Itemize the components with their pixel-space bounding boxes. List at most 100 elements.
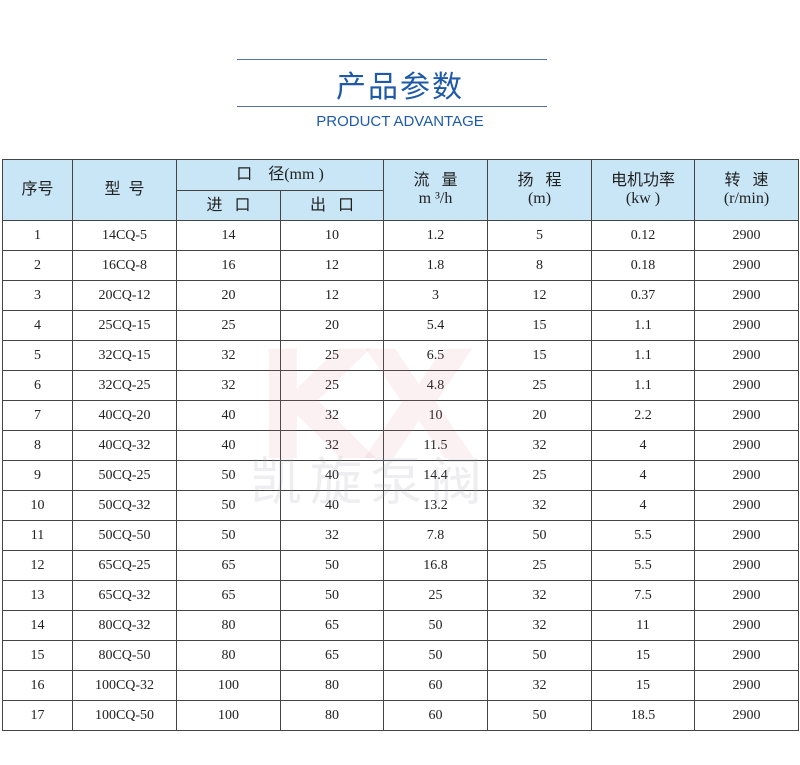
- table-cell: 16: [176, 250, 281, 281]
- table-row: 11 50CQ-50 50 32 7.8 50 5.5 2900: [2, 520, 799, 551]
- page-subtitle: PRODUCT ADVANTAGE: [316, 113, 484, 130]
- table-cell: 32: [487, 430, 592, 461]
- header-inlet: 进 口: [176, 190, 281, 221]
- table-cell: 15: [591, 670, 695, 701]
- table-cell: 20: [280, 310, 384, 341]
- table-cell: 2900: [694, 430, 799, 461]
- table-cell: 4: [2, 310, 73, 341]
- table-cell: 65: [280, 640, 384, 671]
- table-cell: 12: [280, 280, 384, 311]
- table-cell: 100CQ-32: [72, 670, 177, 701]
- table-cell: 50: [176, 520, 281, 551]
- table-cell: 2900: [694, 520, 799, 551]
- table-cell: 20: [176, 280, 281, 311]
- table-cell: 50CQ-50: [72, 520, 177, 551]
- table-cell: 3: [383, 280, 488, 311]
- table-cell: 1.2: [383, 220, 488, 251]
- table-cell: 50CQ-32: [72, 490, 177, 521]
- table-cell: 40CQ-20: [72, 400, 177, 431]
- table-row: 15 80CQ-50 80 65 50 50 15 2900: [2, 640, 799, 671]
- table-cell: 15: [487, 340, 592, 371]
- table-cell: 50: [487, 700, 592, 731]
- table-cell: 50: [487, 520, 592, 551]
- table-cell: 32CQ-15: [72, 340, 177, 371]
- header-outlet: 出 口: [280, 190, 384, 221]
- table-cell: 25: [383, 580, 488, 611]
- title-bottom-divider: [237, 106, 547, 107]
- table-cell: 2900: [694, 220, 799, 251]
- table-cell: 7.8: [383, 520, 488, 551]
- header-head: 扬 程 (m): [487, 159, 592, 221]
- table-cell: 14CQ-5: [72, 220, 177, 251]
- table-cell: 15: [591, 640, 695, 671]
- table-cell: 65CQ-25: [72, 550, 177, 581]
- table-cell: 25: [280, 370, 384, 401]
- table-row: 6 32CQ-25 32 25 4.8 25 1.1 2900: [2, 370, 799, 401]
- table-cell: 60: [383, 700, 488, 731]
- table-cell: 2900: [694, 280, 799, 311]
- table-cell: 2900: [694, 460, 799, 491]
- table-cell: 25: [176, 310, 281, 341]
- table-row: 7 40CQ-20 40 32 10 20 2.2 2900: [2, 400, 799, 431]
- table-cell: 2900: [694, 310, 799, 341]
- table-cell: 40: [280, 460, 384, 491]
- table-row: 10 50CQ-32 50 40 13.2 32 4 2900: [2, 490, 799, 521]
- table-cell: 80: [176, 610, 281, 641]
- table-cell: 32: [487, 580, 592, 611]
- table-cell: 9: [2, 460, 73, 491]
- table-cell: 25: [280, 340, 384, 371]
- table-cell: 12: [2, 550, 73, 581]
- table-cell: 10: [2, 490, 73, 521]
- table-cell: 50: [487, 640, 592, 671]
- table-row: 14 80CQ-32 80 65 50 32 11 2900: [2, 610, 799, 641]
- table-cell: 5.5: [591, 550, 695, 581]
- table-row: 1 14CQ-5 14 10 1.2 5 0.12 2900: [2, 220, 799, 251]
- table-cell: 2900: [694, 550, 799, 581]
- table-cell: 1.1: [591, 310, 695, 341]
- table-cell: 11.5: [383, 430, 488, 461]
- table-cell: 40CQ-32: [72, 430, 177, 461]
- header-speed: 转 速 (r/min): [694, 159, 799, 221]
- table-cell: 50: [383, 610, 488, 641]
- table-cell: 13.2: [383, 490, 488, 521]
- table-cell: 80CQ-32: [72, 610, 177, 641]
- table-cell: 6.5: [383, 340, 488, 371]
- table-cell: 1.8: [383, 250, 488, 281]
- table-cell: 50: [280, 580, 384, 611]
- table-cell: 5: [487, 220, 592, 251]
- table-cell: 0.37: [591, 280, 695, 311]
- table-cell: 80: [280, 670, 384, 701]
- header-no: 序号: [2, 159, 73, 221]
- table-cell: 80: [176, 640, 281, 671]
- table-cell: 1.1: [591, 370, 695, 401]
- table-cell: 10: [383, 400, 488, 431]
- table-row: 8 40CQ-32 40 32 11.5 32 4 2900: [2, 430, 799, 461]
- table-cell: 2900: [694, 670, 799, 701]
- table-cell: 50CQ-25: [72, 460, 177, 491]
- table-cell: 14.4: [383, 460, 488, 491]
- table-cell: 32: [176, 370, 281, 401]
- table-cell: 15: [487, 310, 592, 341]
- table-row: 16 100CQ-32 100 80 60 32 15 2900: [2, 670, 799, 701]
- table-cell: 25CQ-15: [72, 310, 177, 341]
- table-cell: 13: [2, 580, 73, 611]
- table-cell: 1.1: [591, 340, 695, 371]
- table-cell: 50: [176, 460, 281, 491]
- table-cell: 100: [176, 700, 281, 731]
- table-cell: 40: [176, 430, 281, 461]
- table-cell: 5: [2, 340, 73, 371]
- table-cell: 80CQ-50: [72, 640, 177, 671]
- header-diameter: 口 径(mm ): [176, 159, 384, 191]
- header-power: 电机功率 (kw ): [591, 159, 695, 221]
- table-cell: 50: [176, 490, 281, 521]
- table-cell: 2900: [694, 640, 799, 671]
- table-row: 17 100CQ-50 100 80 60 50 18.5 2900: [2, 700, 799, 731]
- table-cell: 2.2: [591, 400, 695, 431]
- table-cell: 4.8: [383, 370, 488, 401]
- table-cell: 32: [176, 340, 281, 371]
- table-cell: 65CQ-32: [72, 580, 177, 611]
- table-row: 5 32CQ-15 32 25 6.5 15 1.1 2900: [2, 340, 799, 371]
- table-cell: 32: [280, 430, 384, 461]
- table-cell: 16CQ-8: [72, 250, 177, 281]
